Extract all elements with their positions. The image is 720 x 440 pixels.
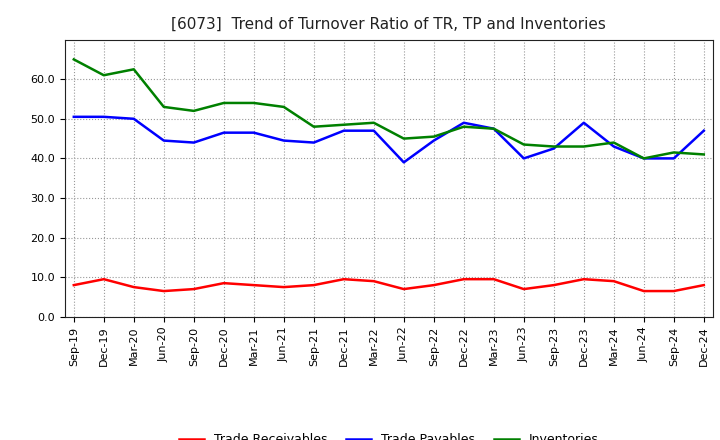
Trade Payables xyxy=(519,156,528,161)
Trade Payables xyxy=(609,144,618,149)
Trade Payables xyxy=(69,114,78,119)
Trade Receivables xyxy=(189,286,198,292)
Trade Payables xyxy=(99,114,108,119)
Inventories xyxy=(699,152,708,157)
Trade Receivables xyxy=(699,282,708,288)
Inventories xyxy=(580,144,588,149)
Line: Trade Receivables: Trade Receivables xyxy=(73,279,703,291)
Inventories xyxy=(549,144,558,149)
Trade Receivables xyxy=(250,282,258,288)
Trade Payables xyxy=(429,138,438,143)
Trade Receivables xyxy=(639,289,648,294)
Inventories xyxy=(609,140,618,145)
Line: Trade Payables: Trade Payables xyxy=(73,117,703,162)
Trade Receivables xyxy=(400,286,408,292)
Inventories xyxy=(69,57,78,62)
Trade Receivables xyxy=(429,282,438,288)
Trade Payables xyxy=(189,140,198,145)
Inventories xyxy=(310,124,318,129)
Inventories xyxy=(519,142,528,147)
Trade Payables xyxy=(160,138,168,143)
Trade Receivables xyxy=(69,282,78,288)
Inventories xyxy=(340,122,348,128)
Trade Receivables xyxy=(519,286,528,292)
Trade Receivables xyxy=(279,284,288,290)
Inventories xyxy=(220,100,228,106)
Trade Receivables xyxy=(220,281,228,286)
Inventories xyxy=(490,126,498,131)
Inventories xyxy=(429,134,438,139)
Trade Receivables xyxy=(490,276,498,282)
Trade Payables xyxy=(670,156,678,161)
Trade Receivables xyxy=(609,279,618,284)
Title: [6073]  Trend of Turnover Ratio of TR, TP and Inventories: [6073] Trend of Turnover Ratio of TR, TP… xyxy=(171,16,606,32)
Trade Payables xyxy=(250,130,258,136)
Inventories xyxy=(369,120,378,125)
Trade Receivables xyxy=(369,279,378,284)
Inventories xyxy=(250,100,258,106)
Trade Payables xyxy=(340,128,348,133)
Trade Payables xyxy=(580,120,588,125)
Trade Payables xyxy=(130,116,138,121)
Trade Payables xyxy=(549,146,558,151)
Trade Receivables xyxy=(340,276,348,282)
Inventories xyxy=(130,66,138,72)
Trade Receivables xyxy=(99,276,108,282)
Trade Payables xyxy=(369,128,378,133)
Inventories xyxy=(400,136,408,141)
Inventories xyxy=(639,156,648,161)
Trade Receivables xyxy=(160,289,168,294)
Trade Payables xyxy=(220,130,228,136)
Trade Payables xyxy=(279,138,288,143)
Trade Receivables xyxy=(310,282,318,288)
Inventories xyxy=(459,124,468,129)
Legend: Trade Receivables, Trade Payables, Inventories: Trade Receivables, Trade Payables, Inven… xyxy=(174,429,604,440)
Trade Payables xyxy=(459,120,468,125)
Inventories xyxy=(99,73,108,78)
Line: Inventories: Inventories xyxy=(73,59,703,158)
Trade Payables xyxy=(400,160,408,165)
Trade Receivables xyxy=(459,276,468,282)
Trade Payables xyxy=(699,128,708,133)
Inventories xyxy=(279,104,288,110)
Inventories xyxy=(189,108,198,114)
Inventories xyxy=(160,104,168,110)
Trade Payables xyxy=(310,140,318,145)
Trade Receivables xyxy=(130,284,138,290)
Trade Receivables xyxy=(670,289,678,294)
Trade Receivables xyxy=(549,282,558,288)
Trade Payables xyxy=(490,126,498,131)
Trade Receivables xyxy=(580,276,588,282)
Inventories xyxy=(670,150,678,155)
Trade Payables xyxy=(639,156,648,161)
